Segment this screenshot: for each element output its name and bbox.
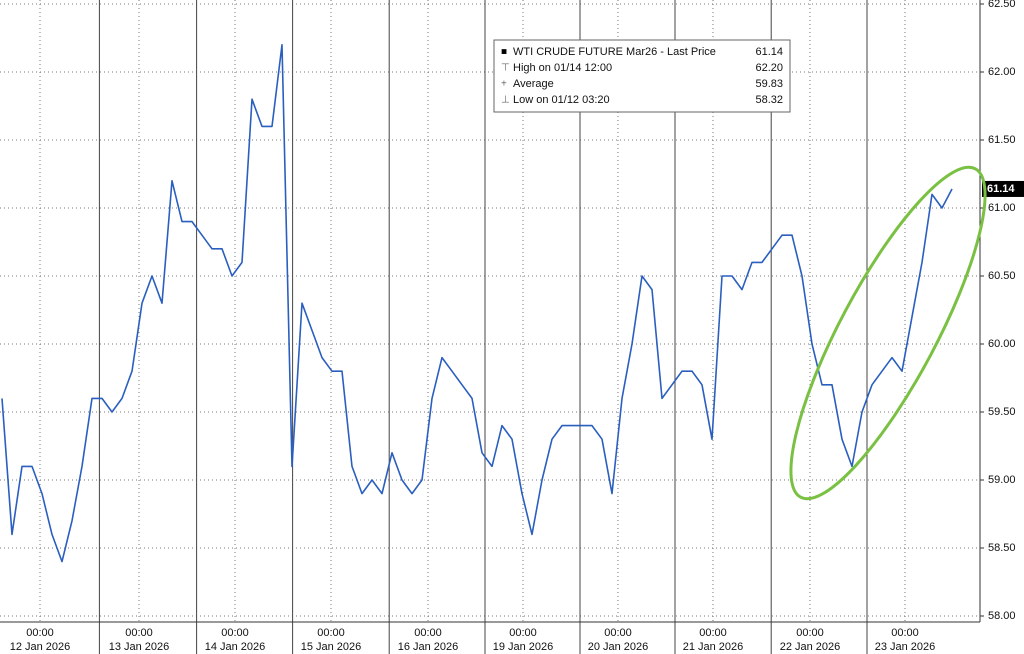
x-date-label: 20 Jan 2026	[588, 641, 649, 653]
x-tick-label: 00:00	[125, 627, 153, 639]
legend-icon: ⊤	[501, 63, 510, 74]
x-tick-label: 00:00	[796, 627, 824, 639]
y-tick-label: 60.00	[988, 338, 1016, 350]
x-date-label: 13 Jan 2026	[109, 641, 170, 653]
y-tick-label: 58.50	[988, 542, 1016, 554]
x-tick-label: 00:00	[891, 627, 919, 639]
x-date-label: 19 Jan 2026	[493, 641, 554, 653]
y-tick-label: 61.50	[988, 134, 1016, 146]
legend-icon: +	[501, 79, 507, 90]
y-tick-label: 62.50	[988, 0, 1016, 10]
legend: ■ WTI CRUDE FUTURE Mar26 - Last Price 61.1…	[493, 39, 791, 113]
x-tick-label: 00:00	[699, 627, 727, 639]
y-tick-label: 60.50	[988, 270, 1016, 282]
x-date-label: 12 Jan 2026	[10, 641, 71, 653]
x-tick-label: 00:00	[604, 627, 632, 639]
last-price-tag: 61.14	[982, 180, 1024, 197]
x-date-label: 23 Jan 2026	[875, 641, 936, 653]
x-tick-label: 00:00	[26, 627, 54, 639]
x-date-label: 21 Jan 2026	[683, 641, 744, 653]
legend-icon: ■	[501, 47, 507, 58]
x-date-label: 15 Jan 2026	[301, 641, 362, 653]
x-tick-label: 00:00	[221, 627, 249, 639]
legend-value: 62.20	[755, 62, 783, 74]
x-date-label: 16 Jan 2026	[398, 641, 459, 653]
legend-value: 58.32	[755, 94, 783, 106]
x-date-label: 14 Jan 2026	[205, 641, 266, 653]
highlight-ellipse	[789, 165, 987, 501]
x-tick-label: 00:00	[414, 627, 442, 639]
y-tick-label: 59.50	[988, 406, 1016, 418]
legend-icon: ⊥	[501, 95, 510, 106]
legend-value: 61.14	[755, 46, 783, 58]
x-tick-label: 00:00	[509, 627, 537, 639]
last-price-box	[982, 180, 1024, 197]
legend-label: Average	[513, 78, 554, 90]
price-line	[1, 44, 953, 563]
y-tick-label: 62.00	[988, 66, 1016, 78]
legend-label: Low on 01/12 03:20	[513, 94, 610, 106]
y-tick-label: 59.00	[988, 474, 1016, 486]
legend-label: High on 01/14 12:00	[513, 62, 612, 74]
legend-label: WTI CRUDE FUTURE Mar26 - Last Price	[513, 46, 716, 58]
last-price-label: 61.14	[987, 183, 1015, 195]
x-date-label: 22 Jan 2026	[780, 641, 841, 653]
y-tick-label: 61.00	[988, 202, 1016, 214]
legend-value: 59.83	[755, 78, 783, 90]
legend-box	[493, 39, 791, 113]
x-tick-label: 00:00	[317, 627, 345, 639]
y-tick-label: 58.00	[988, 610, 1016, 622]
